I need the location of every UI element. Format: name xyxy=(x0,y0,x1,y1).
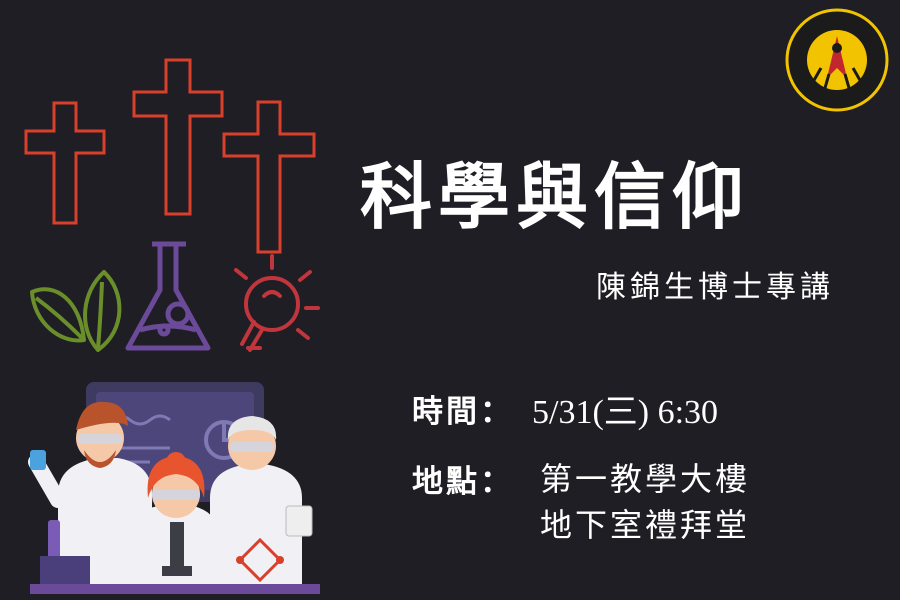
fellowship-logo xyxy=(785,8,889,112)
test-tube-rack-illustration xyxy=(40,556,90,584)
place-value-line1: 第一教學大樓 xyxy=(540,460,751,498)
scientist-center-illustration xyxy=(130,452,218,590)
cross-icon-left xyxy=(24,101,106,225)
flask-icon xyxy=(125,241,211,351)
desk-illustration xyxy=(30,584,320,594)
place-value-line2: 地下室禮拜堂 xyxy=(540,506,751,544)
speaker-line: 陳錦生博士專講 xyxy=(596,270,834,305)
lightbulb-icon xyxy=(234,254,320,352)
cross-icon-center xyxy=(132,58,224,216)
poster-title: 科學與信仰 xyxy=(360,154,751,239)
place-label: 地點： xyxy=(412,464,514,500)
time-value: 5/31(三) 6:30 xyxy=(532,394,719,431)
cross-icon-right xyxy=(222,100,316,254)
time-label: 時間： xyxy=(412,394,514,430)
scientist-right-illustration xyxy=(210,416,313,590)
leaf-icon xyxy=(30,270,122,352)
